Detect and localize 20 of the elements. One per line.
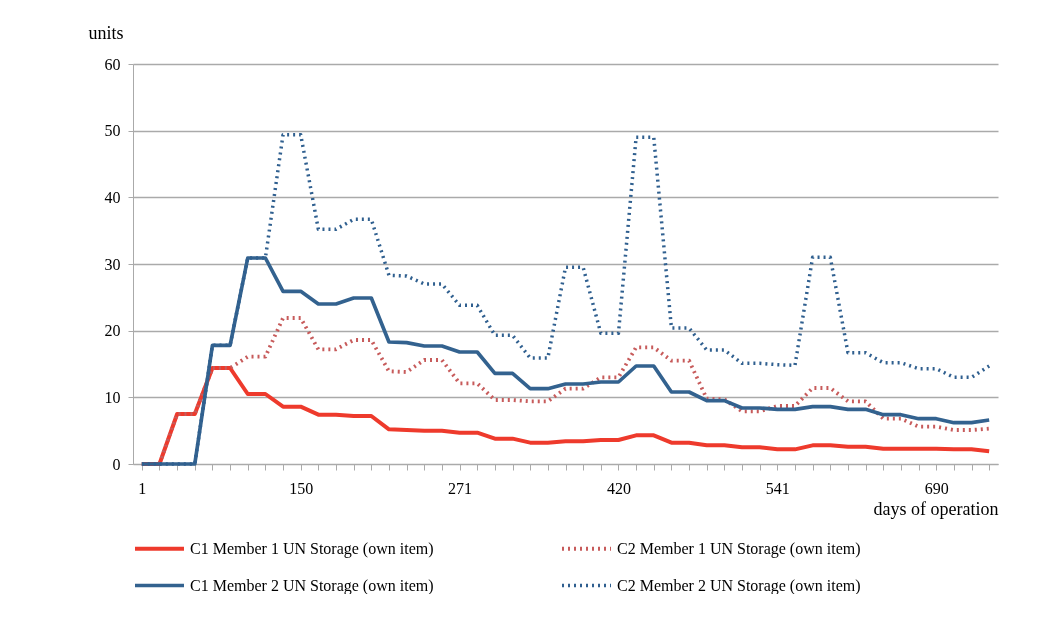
x-tick-label: 150	[289, 479, 314, 497]
x-tick-label: 690	[924, 479, 949, 497]
x-tick-label: 1	[138, 479, 147, 497]
y-tick-label: 40	[104, 188, 121, 206]
y-tick-label: 20	[104, 322, 121, 340]
x-axis-title: days of operation	[873, 498, 999, 519]
y-tick-label: 0	[112, 455, 121, 473]
line-series	[140, 132, 991, 466]
x-tick-label: 420	[606, 479, 631, 497]
legend-label: C2 Member 2 UN Storage (own item)	[617, 576, 861, 595]
legend-label: C1 Member 1 UN Storage (own item)	[190, 539, 434, 558]
legend-label: C2 Member 1 UN Storage (own item)	[617, 539, 861, 558]
y-tick-label: 30	[104, 255, 121, 273]
y-tick-label: 10	[104, 388, 121, 406]
y-tick-label: 50	[104, 122, 121, 140]
y-tick-label: 60	[104, 55, 121, 73]
x-tick-label: 271	[448, 479, 473, 497]
x-tick-label: 541	[765, 479, 790, 497]
y-axis-title: units	[88, 22, 124, 43]
legend-label: C1 Member 2 UN Storage (own item)	[190, 576, 434, 595]
